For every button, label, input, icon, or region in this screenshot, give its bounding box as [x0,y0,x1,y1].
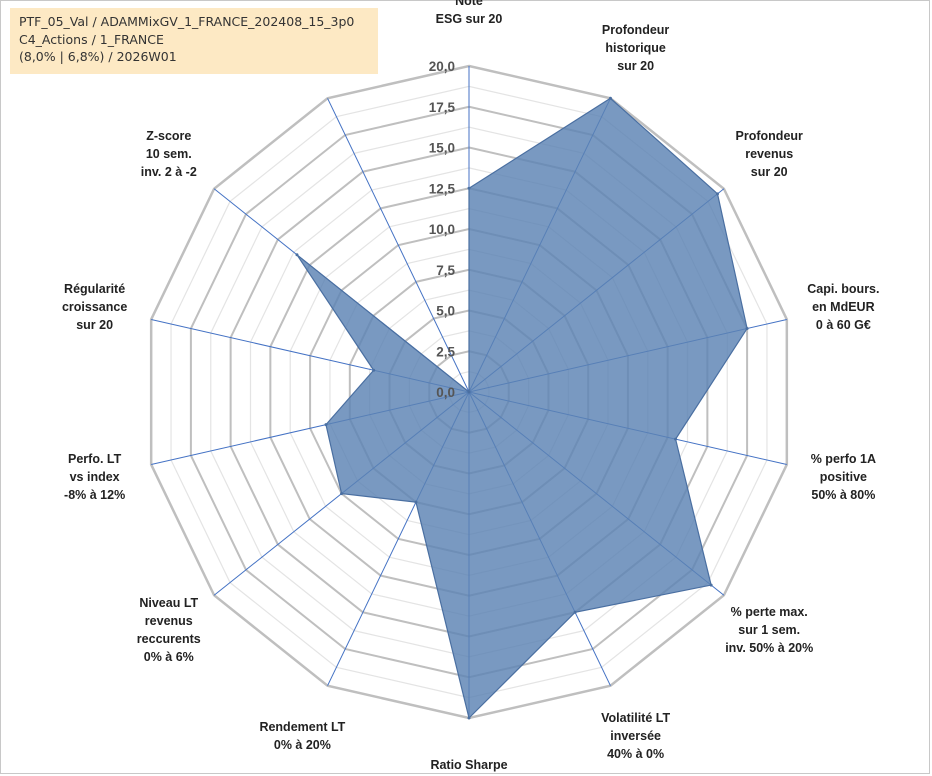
data-point [674,437,678,441]
axis-label: Régularité croissance sur 20 [62,282,127,332]
tick-label: 15,0 [429,141,455,156]
tick-label: 20,0 [429,59,455,74]
data-point [709,583,713,587]
portfolio-info-box: PTF_05_Val / ADAMMixGV_1_FRANCE_202408_1… [10,8,378,74]
data-point [414,500,418,504]
series-area [296,97,748,720]
data-point [467,716,471,720]
axis-label: Z-score 10 sem. inv. 2 à -2 [141,129,197,179]
axis-label: % perte max. sur 1 sem. inv. 50% à 20% [725,605,813,655]
portfolio-stats: (8,0% | 6,8%) / 2026W01 [19,49,177,64]
tick-label: 2,5 [436,344,455,359]
data-point [324,423,328,427]
axis-spoke [327,98,470,393]
axis-label: Profondeur revenus sur 20 [736,129,803,179]
axis-label: Perfo. LT vs index -8% à 12% [64,452,125,502]
axis-label: Note ESG sur 20 [436,0,503,26]
axis-label: Volatilité LT inversée 40% à 0% [601,711,670,761]
data-point [467,186,471,190]
portfolio-class: C4_Actions / 1_FRANCE [19,31,164,47]
tick-label: 17,5 [429,100,456,115]
data-point [745,327,749,331]
axis-label: Capi. bours. en MdEUR 0 à 60 G€ [807,282,879,332]
data-point [573,610,577,614]
portfolio-name: PTF_05_Val / ADAMMixGV_1_FRANCE_202408_1… [19,14,355,29]
tick-label: 7,5 [436,263,455,278]
axis-label: Profondeur historique sur 20 [602,23,669,73]
tick-label: 12,5 [429,181,456,196]
data-point [467,390,471,394]
axis-label: Ratio Sharpe0 à 1 [430,758,507,776]
data-point [372,368,376,372]
data-point [340,492,344,496]
data-point [608,96,612,100]
tick-label: 10,0 [429,222,455,237]
data-point [716,192,720,196]
tick-label: 5,0 [436,304,455,319]
axis-label: Rendement LT 0% à 20% [259,720,345,752]
data-point [295,253,299,257]
axis-label: % perfo 1A positive 50% à 80% [811,452,876,502]
radial-tick-labels: 0,0 2,5 5,0 7,5 10,0 12,5 15,0 17,5 20,0 [429,59,456,400]
tick-label: 0,0 [436,385,455,400]
axis-label: Niveau LT revenus reccurents 0% à 6% [137,596,201,664]
radar-series [295,96,749,720]
